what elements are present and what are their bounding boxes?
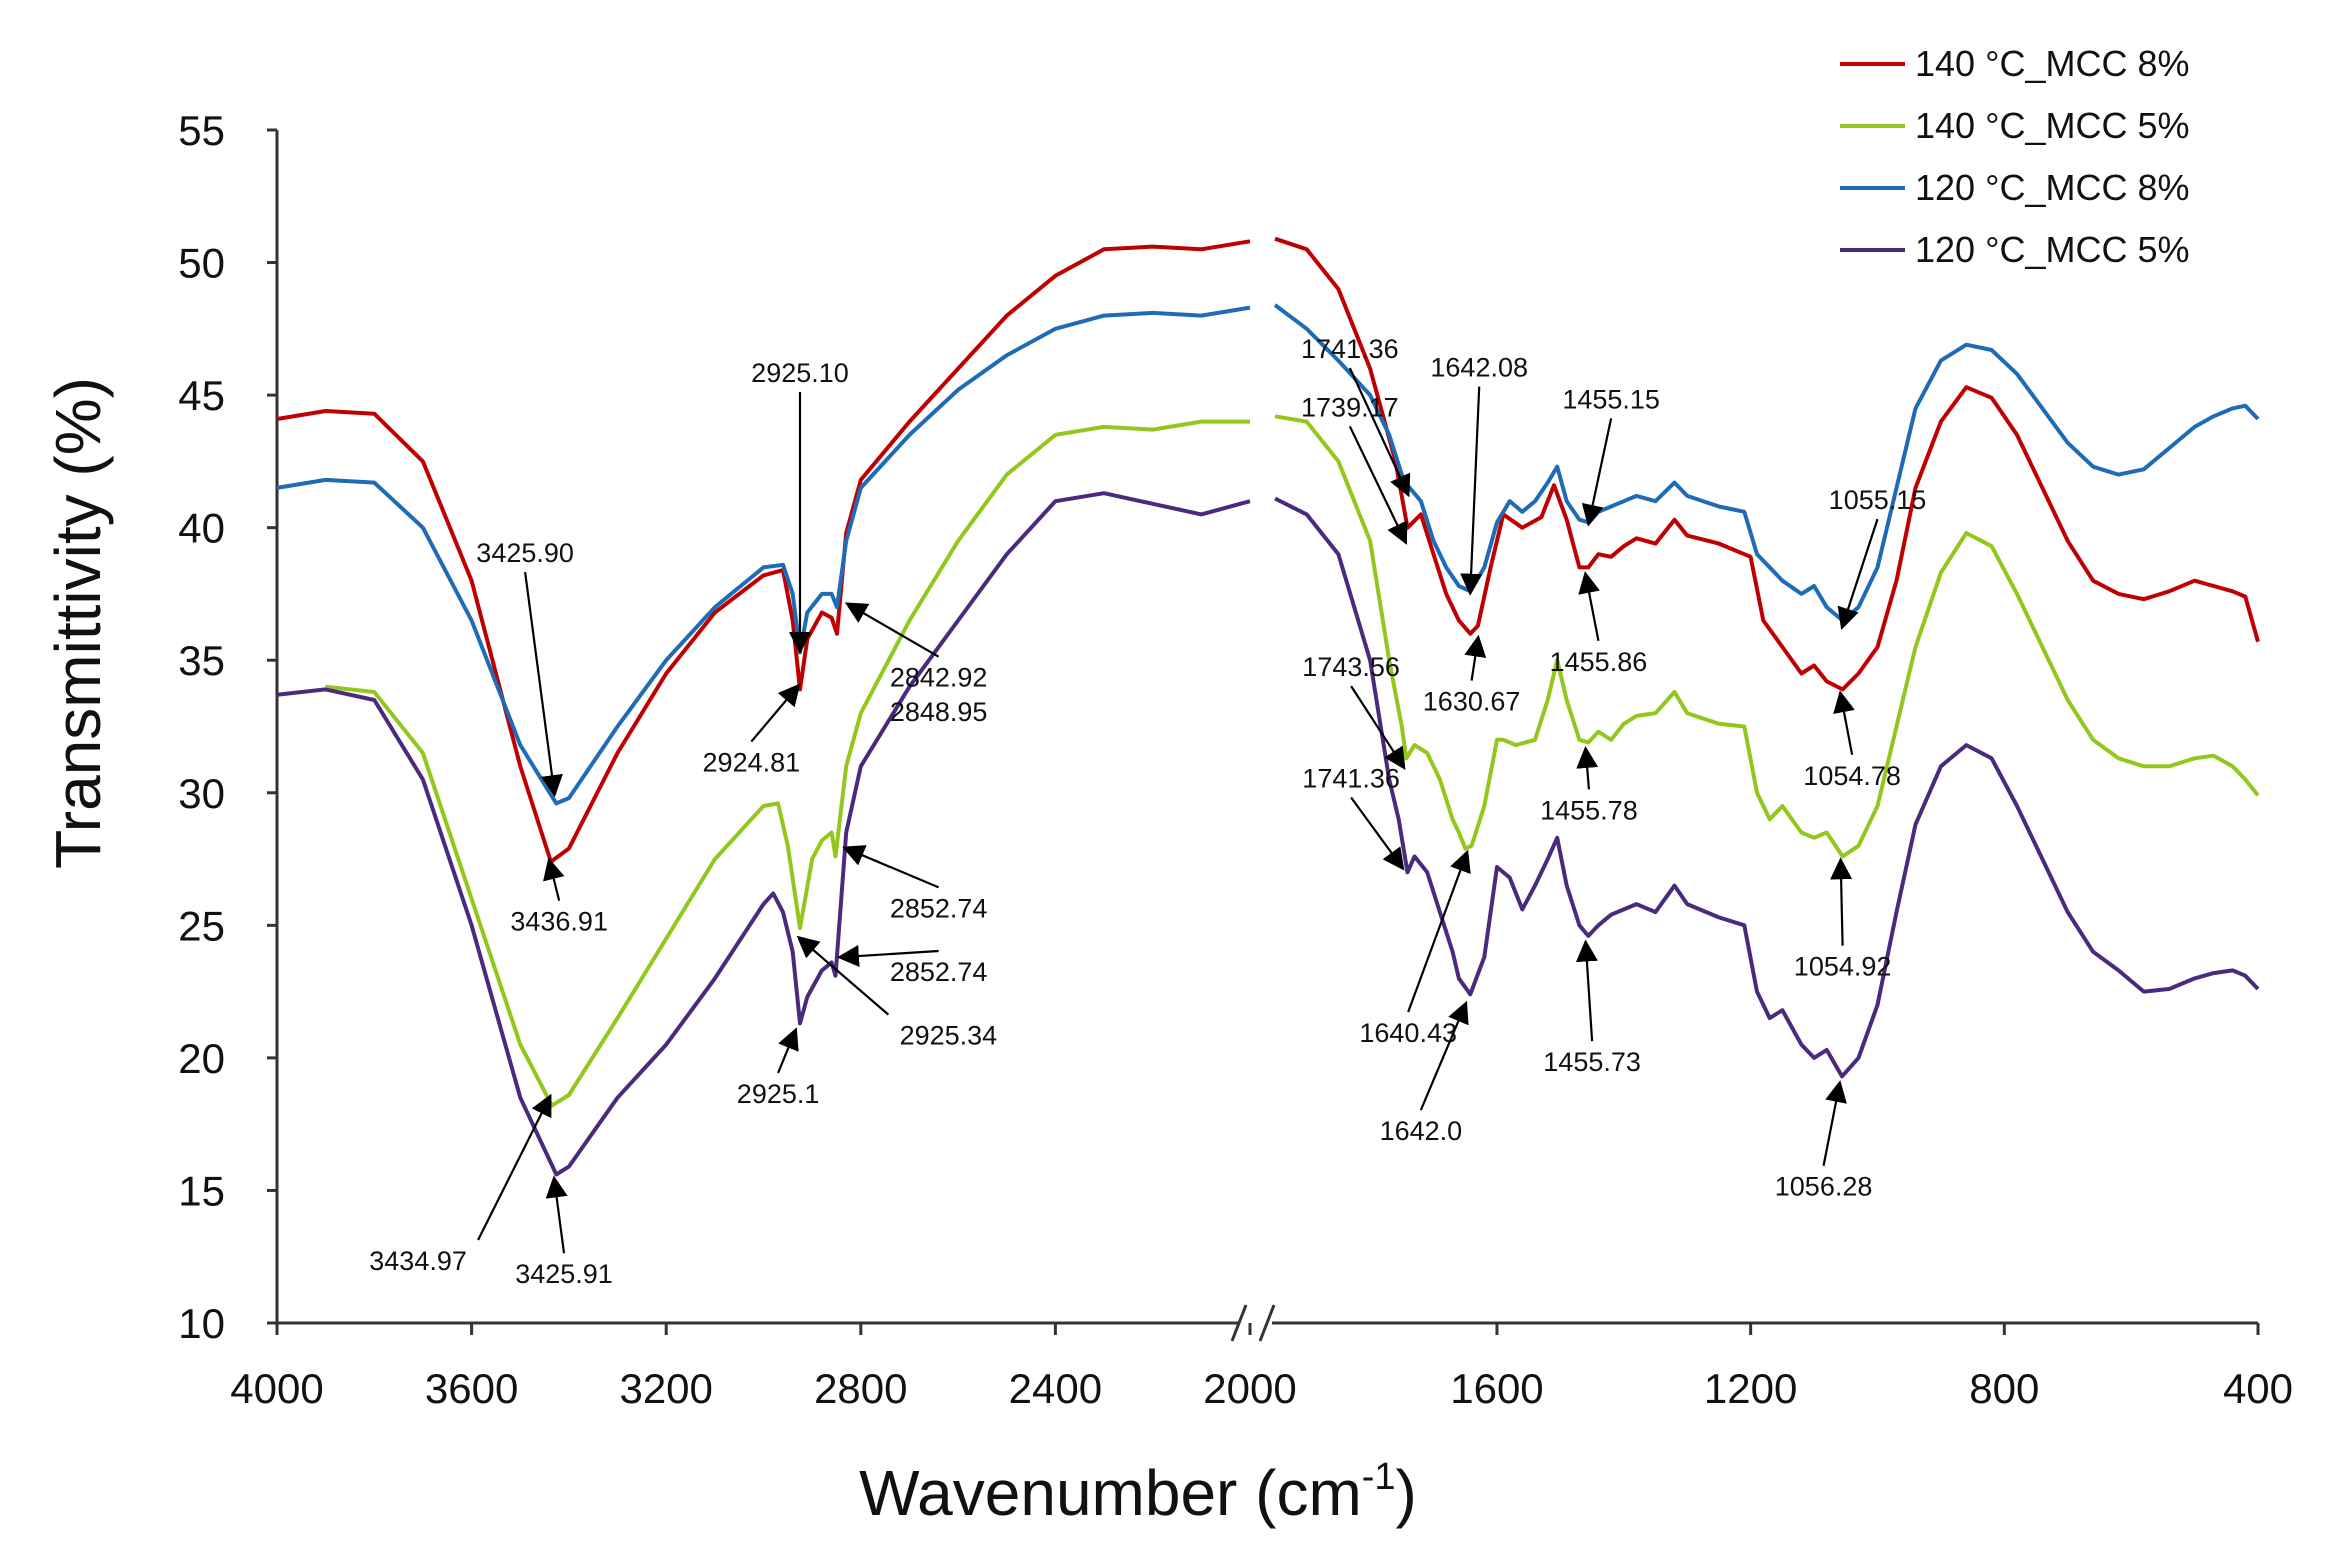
peak-arrow (1348, 367, 1411, 498)
peak-arrow (1581, 418, 1613, 527)
peak-label: 2852.74 (890, 893, 988, 923)
series-line-4-right (1274, 496, 2260, 1079)
series-line-3-right (1273, 303, 2260, 623)
x-tick-label: 800 (1969, 1365, 2039, 1412)
y-tick-label: 25 (178, 902, 225, 949)
peak-label: 1630.67 (1423, 687, 1521, 717)
peak-arrow (524, 571, 563, 798)
y-tick-label: 35 (178, 637, 225, 684)
peak-label: 1640.43 (1359, 1018, 1457, 1048)
peak-arrow (842, 845, 940, 889)
x-tick-label: 4000 (230, 1365, 323, 1412)
peak-label: 1642.08 (1430, 353, 1528, 383)
legend-label: 120 °C_MCC 8% (1915, 167, 2190, 208)
series-line-1-right (1274, 236, 2260, 692)
peak-arrow (1419, 1000, 1469, 1111)
peak-arrow (1350, 796, 1405, 871)
peak-arrow (1822, 1080, 1847, 1166)
peak-arrow (1460, 386, 1483, 596)
peak-label: 2925.1 (737, 1079, 820, 1109)
peak-arrow (1837, 518, 1879, 630)
peak-label: 3434.97 (369, 1246, 467, 1276)
series-layer (276, 236, 2260, 1177)
peak-arrow (796, 935, 890, 1016)
peak-label: 1054.92 (1794, 952, 1892, 982)
x-tick-label: 1600 (1450, 1365, 1543, 1412)
annotation-layer: 2925.10 3425.90 3436.91 2924.81 2842.92 2848.… (369, 334, 1926, 1289)
y-tick-label: 40 (178, 505, 225, 552)
peak-label: 1642.0 (1380, 1116, 1463, 1146)
peak-label: 1739.17 (1301, 392, 1399, 422)
peak-arrow (1464, 634, 1487, 681)
peak-arrow (545, 1175, 568, 1254)
axis-break-mark (1258, 1304, 1276, 1342)
peak-label: 1455.78 (1540, 795, 1638, 825)
y-tick-label: 55 (178, 107, 225, 154)
peak-label: 3436.91 (510, 907, 608, 937)
y-tick-label: 20 (178, 1035, 225, 1082)
peak-label: 2842.92 (890, 663, 988, 693)
peak-label: 3425.91 (515, 1259, 613, 1289)
x-axis-label-superscript: -1 (1362, 1456, 1396, 1498)
peak-label: 1056.28 (1775, 1172, 1873, 1202)
x-tick-label: 3200 (619, 1365, 712, 1412)
peak-label: 2925.10 (751, 358, 849, 388)
peak-arrow (777, 1027, 799, 1074)
x-tick-label: 400 (2223, 1365, 2293, 1412)
x-tick-label: 2800 (814, 1365, 907, 1412)
series-line-2-left (325, 419, 1250, 1108)
legend-label: 140 °C_MCC 5% (1915, 105, 2190, 146)
peak-label: 1054.78 (1803, 761, 1901, 791)
y-tick-label: 50 (178, 240, 225, 287)
peak-label: 2848.95 (890, 697, 988, 727)
peak-arrow (836, 945, 939, 968)
peak-arrow (1578, 571, 1600, 642)
peak-arrow (477, 1093, 552, 1241)
axis-break-mark (1230, 1304, 1248, 1342)
peak-arrow (1830, 857, 1853, 946)
x-tick-label: 2000 (1203, 1365, 1296, 1412)
peak-label: 2925.34 (900, 1021, 998, 1051)
series-line-2-right (1274, 414, 2260, 859)
y-tick-label: 45 (178, 372, 225, 419)
peak-arrow (750, 683, 801, 743)
legend-label: 120 °C_MCC 5% (1915, 229, 2190, 270)
peak-label: 1741.36 (1302, 763, 1400, 793)
axes: 10 15 20 25 30 35 40 45 50 55 4000 3600 3200 2800 2400… (178, 107, 2293, 1412)
peak-arrow (1575, 939, 1598, 1042)
x-tick-label: 2400 (1009, 1365, 1102, 1412)
peak-label: 2924.81 (703, 748, 801, 778)
peak-arrow (1407, 849, 1471, 1013)
peak-label: 1455.15 (1562, 384, 1660, 414)
x-axis-label: Wavenumber (cm-1) (859, 1456, 1417, 1529)
peak-arrow (1350, 685, 1406, 770)
peak-label: 1455.73 (1543, 1047, 1641, 1077)
y-tick-label: 15 (178, 1167, 225, 1214)
y-tick-label: 30 (178, 770, 225, 817)
x-axis-label-main: Wavenumber (cm (859, 1457, 1362, 1529)
series-line-4-left (276, 491, 1251, 1177)
peak-label: 2852.74 (890, 957, 988, 987)
legend-label: 140 °C_MCC 8% (1915, 43, 2190, 84)
peak-arrow (1576, 745, 1599, 790)
peak-label: 1055.15 (1829, 485, 1927, 515)
legend: 140 °C_MCC 8% 140 °C_MCC 5% 120 °C_MCC 8% 1… (1840, 43, 2190, 270)
peak-label: 3425.90 (476, 538, 574, 568)
peak-label: 1741.36 (1301, 334, 1399, 364)
peak-label: 1455.86 (1550, 647, 1648, 677)
x-axis-label-close: ) (1396, 1457, 1417, 1529)
peak-arrow (1833, 690, 1855, 756)
x-tick-label: 1200 (1704, 1365, 1797, 1412)
peak-arrow (844, 602, 940, 658)
y-axis-label: Transmittivity (%) (42, 377, 114, 869)
x-tick-label: 3600 (425, 1365, 518, 1412)
peak-arrow (1348, 425, 1408, 545)
y-tick-label: 10 (178, 1300, 225, 1347)
peak-arrow (543, 857, 565, 901)
peak-label: 1743.56 (1302, 652, 1400, 682)
